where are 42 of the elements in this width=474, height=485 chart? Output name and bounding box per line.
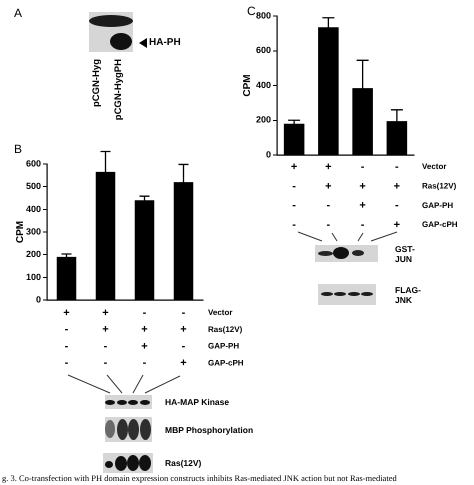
text: Vector xyxy=(208,308,232,318)
chart-title: B xyxy=(14,142,22,156)
y-axis-title: CPM xyxy=(14,220,26,244)
text: Ras(12V) xyxy=(422,181,457,190)
y-tick-label: 400 xyxy=(256,80,271,90)
y-tick-label: 300 xyxy=(26,226,41,236)
text: A xyxy=(14,6,22,20)
x-tick-label: - + + - xyxy=(141,306,148,370)
text: GAP-cPH xyxy=(208,358,244,368)
y-tick-label: 100 xyxy=(26,272,41,282)
y-tick-label: 600 xyxy=(26,158,41,168)
y-tick-label: 200 xyxy=(26,249,41,260)
y-tick-label: 0 xyxy=(266,149,271,160)
x-tick-label: + + - - xyxy=(325,160,332,231)
x-tick-label: - + + - xyxy=(359,160,366,231)
text: Ras(12V) xyxy=(208,324,243,334)
text: Vector xyxy=(422,162,446,172)
y-tick-label: 600 xyxy=(256,45,271,56)
text: HA-MAP Kinase xyxy=(165,397,230,407)
text: GAP-PH xyxy=(208,342,240,351)
x-tick-label: + - - - xyxy=(63,306,70,370)
x-tick-label: + + - - xyxy=(102,306,109,370)
category-label: pCGN-Hyg xyxy=(91,59,103,108)
text: GAP-PH xyxy=(422,200,454,210)
y-tick-label: 500 xyxy=(26,181,41,192)
y-tick-label: 800 xyxy=(256,10,271,20)
text: g. 3. Co-transfection with PH domain expression constructs inhibits Ras-mediated JNK action but not Ras-mediated xyxy=(2,473,397,483)
text: Ras(12V) xyxy=(165,458,202,468)
text: MBP Phosphorylation xyxy=(165,424,254,434)
text: HA-PH xyxy=(149,37,181,49)
x-tick-label: - + - + xyxy=(394,160,400,231)
category-label: pCGN-HygPH xyxy=(113,59,125,120)
text: FLAG- JNK xyxy=(395,284,421,304)
text: GST- JUN xyxy=(395,244,415,264)
y-axis-title: CPM xyxy=(242,74,253,97)
y-tick-label: 400 xyxy=(26,204,41,214)
text: GAP-cPH xyxy=(422,220,458,230)
y-tick-label: 0 xyxy=(36,294,41,304)
y-tick-label: 200 xyxy=(256,114,271,125)
x-tick-label: + - - - xyxy=(290,160,298,231)
chart-title: C xyxy=(247,4,256,18)
x-tick-label: - + - + xyxy=(180,306,187,370)
